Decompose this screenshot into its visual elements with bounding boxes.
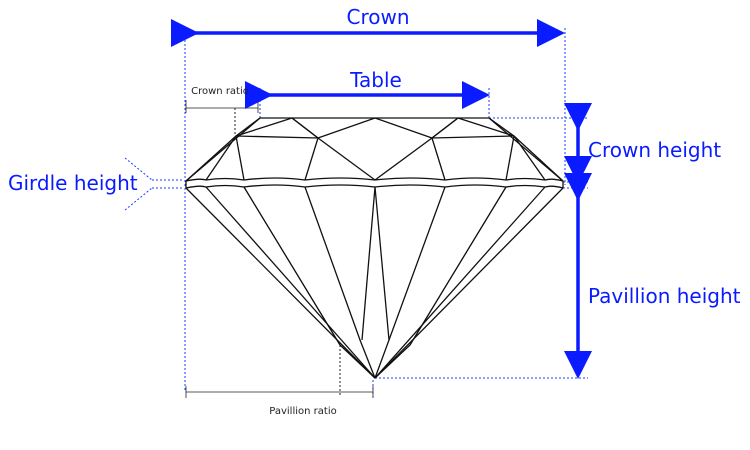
crown-ratio-label: Crown ratio xyxy=(191,86,249,97)
girdle-height-label: Girdle height xyxy=(8,171,138,195)
crown-facets xyxy=(185,117,564,182)
pavilion-facets xyxy=(205,186,546,379)
dimension-arrows xyxy=(171,19,592,379)
crown-height-label: Crown height xyxy=(588,138,721,162)
labels: Crown Table Crown ratio Crown height Gir… xyxy=(8,5,741,417)
crown-ratio-bracket xyxy=(185,100,259,136)
diamond-illustration xyxy=(185,117,564,379)
pavillion-height-label: Pavillion height xyxy=(588,284,741,308)
girdle-height-pointer xyxy=(124,157,184,211)
pavillion-ratio-bracket xyxy=(185,386,374,398)
table-label: Table xyxy=(349,68,402,92)
pavillion-ratio-label: Pavillion ratio xyxy=(269,406,336,417)
crown-label: Crown xyxy=(346,5,409,29)
diamond-outline xyxy=(185,117,564,379)
